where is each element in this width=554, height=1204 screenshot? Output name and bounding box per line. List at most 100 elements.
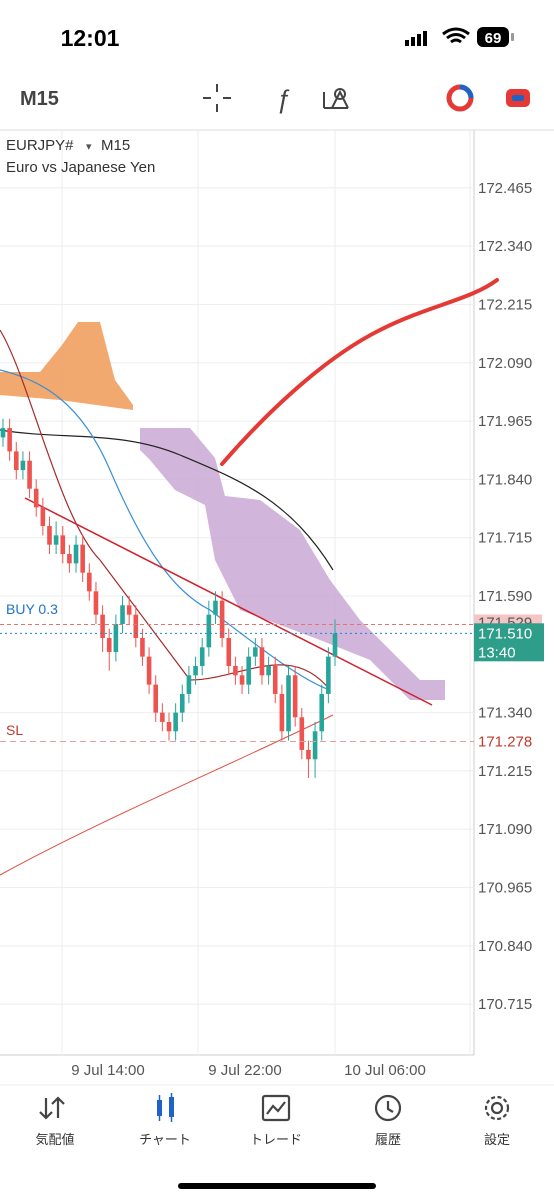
symbol-description: Euro vs Japanese Yen: [6, 159, 155, 176]
battery-tip: [511, 33, 514, 41]
candle-body: [266, 665, 271, 676]
x-tick-label: 9 Jul 14:00: [71, 1062, 144, 1079]
sl-label[interactable]: SL: [6, 722, 23, 738]
symbol-menu[interactable]: ▾: [86, 141, 92, 153]
candle-body: [193, 665, 198, 676]
ichimoku-cloud-bull: [0, 322, 133, 410]
y-tick-label: 172.465: [478, 180, 532, 197]
candle-body: [246, 656, 251, 685]
candle-body: [213, 600, 218, 615]
candle-body: [319, 693, 325, 732]
tab-icons: [39, 1094, 510, 1122]
battery-icon: [477, 27, 509, 47]
y-tick-label: 172.215: [478, 296, 532, 313]
candle-body: [67, 554, 72, 564]
tab-label[interactable]: 履歴: [375, 1132, 401, 1147]
bid-label-box: [474, 623, 544, 662]
candle-body: [73, 544, 79, 564]
candle-body: [13, 451, 19, 471]
candle-body: [306, 749, 311, 760]
candle-body: [312, 731, 318, 760]
x-tick-label: 9 Jul 22:00: [208, 1062, 281, 1079]
y-tick-label: 170.715: [478, 996, 532, 1013]
candle-body: [226, 637, 232, 666]
crosshair-button[interactable]: [203, 84, 231, 112]
symbol-timeframe: M15: [101, 137, 130, 154]
bid-label: 171.510: [478, 625, 532, 642]
candle-body: [279, 693, 285, 732]
candle-body: [259, 647, 265, 676]
candle-body: [93, 591, 99, 615]
candle-body: [87, 572, 92, 592]
tab-label[interactable]: チャート: [139, 1132, 191, 1147]
y-tick-label: 171.340: [478, 705, 532, 722]
candle-body: [80, 544, 85, 573]
sl-price-label: 171.278: [478, 734, 532, 751]
candle-body: [253, 647, 258, 657]
bid-countdown: 13:40: [478, 644, 516, 661]
y-tick-label: 170.965: [478, 880, 532, 897]
candle-body: [60, 535, 66, 555]
indicators-button[interactable]: ƒ: [276, 84, 290, 114]
candle-body: [186, 675, 192, 694]
status-time: 12:01: [61, 25, 120, 51]
candle-body: [292, 675, 298, 718]
candle-body: [126, 605, 132, 615]
hand-drawn-line: [220, 278, 499, 466]
candle-body: [160, 712, 165, 722]
candle-body: [272, 665, 278, 694]
x-labels: 9 Jul 14:00 9 Jul 22:00 10 Jul 06:00: [71, 1062, 426, 1079]
chart-mode-inner: [512, 95, 524, 101]
candle-body: [286, 675, 291, 732]
candle-body: [179, 693, 185, 713]
candle-body: [47, 526, 52, 545]
buy-order-label[interactable]: BUY 0.3: [6, 601, 58, 617]
candle-body: [173, 712, 178, 732]
candle-body: [299, 717, 305, 750]
candle-body: [27, 460, 32, 489]
timeframe-button[interactable]: M15: [20, 88, 59, 110]
moving-average-blue: [0, 369, 331, 691]
grid: 172.465 172.340 172.215 172.090 171.965 171.8…: [0, 180, 532, 1013]
candles: [0, 418, 338, 778]
y-tick-label: 171.090: [478, 821, 532, 838]
candle-body: [33, 488, 39, 508]
candle-body: [133, 614, 139, 638]
candle-body: [199, 647, 205, 666]
candle-body: [233, 665, 238, 676]
candle-body: [153, 684, 159, 713]
y-tick-label: 171.715: [478, 530, 532, 547]
home-indicator: [178, 1183, 376, 1189]
candle-body: [40, 507, 46, 527]
y-tick-label: 172.340: [478, 238, 532, 255]
candle-body: [113, 623, 119, 652]
candle-body: [120, 605, 125, 624]
candle-body: [100, 614, 105, 638]
candle-body: [7, 428, 12, 452]
tab-label[interactable]: 設定: [484, 1132, 510, 1147]
candle-body: [219, 600, 225, 638]
wifi-icon: [442, 27, 470, 44]
candle-body: [106, 637, 112, 652]
tab-bar: 気配値 チャート トレード 履歴 設定: [35, 1132, 510, 1147]
signal-icon: [405, 31, 427, 46]
moving-average-black: [0, 429, 334, 571]
candle-body: [206, 614, 212, 648]
y-tick-label: 171.590: [478, 588, 532, 605]
candle-body: [326, 656, 331, 694]
y-tick-label: 171.965: [478, 413, 532, 430]
tab-label[interactable]: 気配値: [35, 1132, 74, 1147]
symbol[interactable]: EURJPY#: [6, 137, 74, 154]
objects-button[interactable]: [323, 88, 349, 109]
candle-body: [20, 460, 26, 471]
tab-label[interactable]: トレード: [250, 1132, 302, 1147]
candle-body: [239, 675, 245, 685]
candle-body: [166, 721, 172, 732]
y-tick-label: 171.215: [478, 763, 532, 780]
ichimoku-cloud-bear: [140, 428, 445, 700]
trend-line: [24, 497, 433, 706]
battery-level: 69: [485, 30, 502, 47]
